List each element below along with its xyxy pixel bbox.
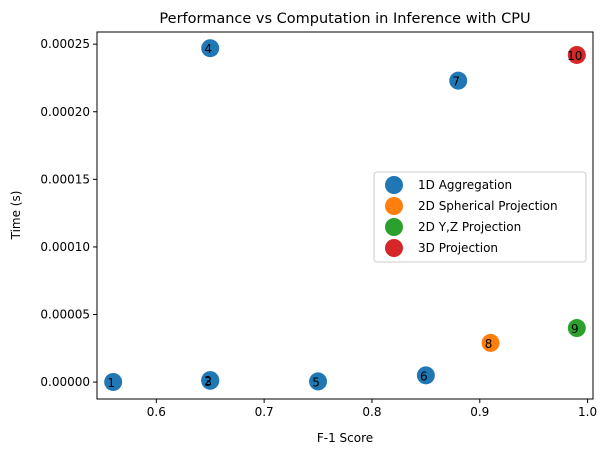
axis-ticks: 0.6 0.7 0.8 0.9 1.0 0.00000 0.00005 0.00010 0.00… bbox=[40, 37, 597, 419]
data-point bbox=[449, 71, 468, 90]
data-point bbox=[567, 45, 586, 64]
y-tick-label: 0.00000 bbox=[40, 375, 90, 389]
x-axis-label: F-1 Score bbox=[317, 431, 373, 445]
data-point-label: 5 bbox=[312, 375, 320, 389]
y-axis-label: Time (s) bbox=[9, 191, 23, 241]
legend: 1D Aggregation 2D Spherical Projection 2D … bbox=[373, 171, 587, 263]
data-point-label: 1 bbox=[107, 376, 115, 390]
data-point-label: 6 bbox=[420, 369, 428, 383]
x-tick-label: 0.9 bbox=[470, 405, 489, 419]
data-point bbox=[201, 371, 220, 390]
data-point bbox=[104, 372, 123, 391]
x-tick-label: 0.7 bbox=[255, 405, 274, 419]
data-point-label: 8 bbox=[485, 337, 493, 351]
legend-label: 2D Y,Z Projection bbox=[418, 220, 521, 234]
plot-frame bbox=[96, 31, 594, 400]
y-tick-label: 0.00005 bbox=[40, 308, 90, 322]
data-point bbox=[309, 372, 328, 391]
legend-marker bbox=[385, 197, 403, 215]
y-tick-label: 0.00010 bbox=[40, 240, 90, 254]
legend-marker bbox=[385, 239, 403, 257]
legend-label: 1D Aggregation bbox=[418, 178, 512, 192]
legend-label: 2D Spherical Projection bbox=[418, 199, 558, 213]
legend-label: 3D Projection bbox=[418, 241, 498, 255]
data-point-label: 7 bbox=[452, 75, 460, 89]
legend-marker bbox=[385, 176, 403, 194]
y-tick-label: 0.00020 bbox=[40, 105, 90, 119]
data-point-label: 9 bbox=[571, 322, 579, 336]
chart-title: Performance vs Computation in Inference … bbox=[159, 11, 530, 27]
legend-box bbox=[373, 171, 587, 263]
y-tick-label: 0.00025 bbox=[40, 37, 90, 51]
x-tick-label: 0.8 bbox=[362, 405, 381, 419]
data-point bbox=[567, 319, 586, 338]
data-point-label: 10 bbox=[567, 49, 582, 63]
legend-marker bbox=[385, 218, 403, 236]
data-point-label: 4 bbox=[204, 42, 212, 56]
data-point bbox=[201, 39, 220, 58]
data-point-label: 2 bbox=[204, 374, 212, 388]
data-point-label: 3 bbox=[204, 375, 212, 389]
data-point bbox=[481, 333, 500, 352]
x-tick-label: 1.0 bbox=[578, 405, 597, 419]
y-tick-label: 0.00015 bbox=[40, 172, 90, 186]
data-point bbox=[416, 366, 435, 385]
x-tick-label: 0.6 bbox=[147, 405, 166, 419]
